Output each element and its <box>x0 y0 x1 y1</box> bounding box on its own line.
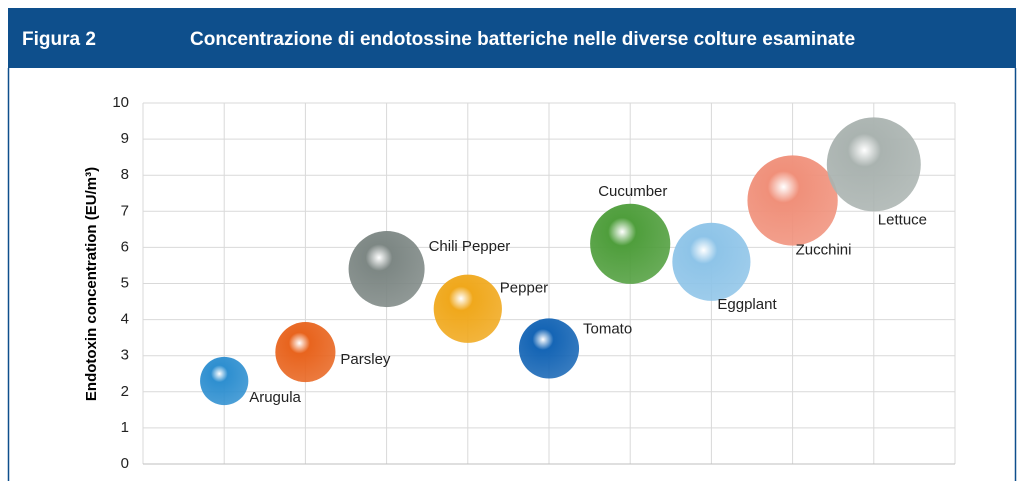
y-tick-label: 3 <box>121 347 129 364</box>
y-tick-label: 5 <box>121 274 129 291</box>
figure-title: Concentrazione di endotossine batteriche… <box>190 29 855 50</box>
bubble <box>672 222 751 301</box>
bubble-label: Pepper <box>500 280 548 297</box>
y-tick-label: 9 <box>121 130 129 147</box>
bubble-label: Arugula <box>249 389 301 406</box>
bubble-label: Parsley <box>340 351 391 368</box>
y-tick-label: 2 <box>121 383 129 400</box>
bubble <box>747 155 838 246</box>
bubble <box>348 231 425 308</box>
bubble <box>200 356 249 406</box>
y-tick-label: 7 <box>121 202 129 219</box>
y-tick-label: 1 <box>121 419 129 436</box>
y-axis-label: Endotoxin concentration (EU/m³) <box>83 167 100 401</box>
y-tick-label: 0 <box>121 455 129 472</box>
y-tick-label: 8 <box>121 166 129 183</box>
bubble <box>518 318 580 379</box>
y-tick-label: 10 <box>112 94 129 111</box>
bubble-label: Tomato <box>583 320 632 337</box>
bubble-label: Eggplant <box>717 296 777 313</box>
bubble-label: Lettuce <box>878 211 927 228</box>
bubble-label: Chili Pepper <box>429 238 511 255</box>
header-bar <box>8 8 1016 68</box>
bubble-label: Zucchini <box>796 241 852 258</box>
bubble <box>433 274 502 343</box>
y-tick-label: 4 <box>121 311 129 328</box>
bubble <box>275 322 336 383</box>
bubble <box>590 203 671 284</box>
y-tick-label: 6 <box>121 238 129 255</box>
bubble <box>826 117 921 212</box>
figure-label: Figura 2 <box>22 29 96 50</box>
bubble-label: Cucumber <box>598 183 667 200</box>
